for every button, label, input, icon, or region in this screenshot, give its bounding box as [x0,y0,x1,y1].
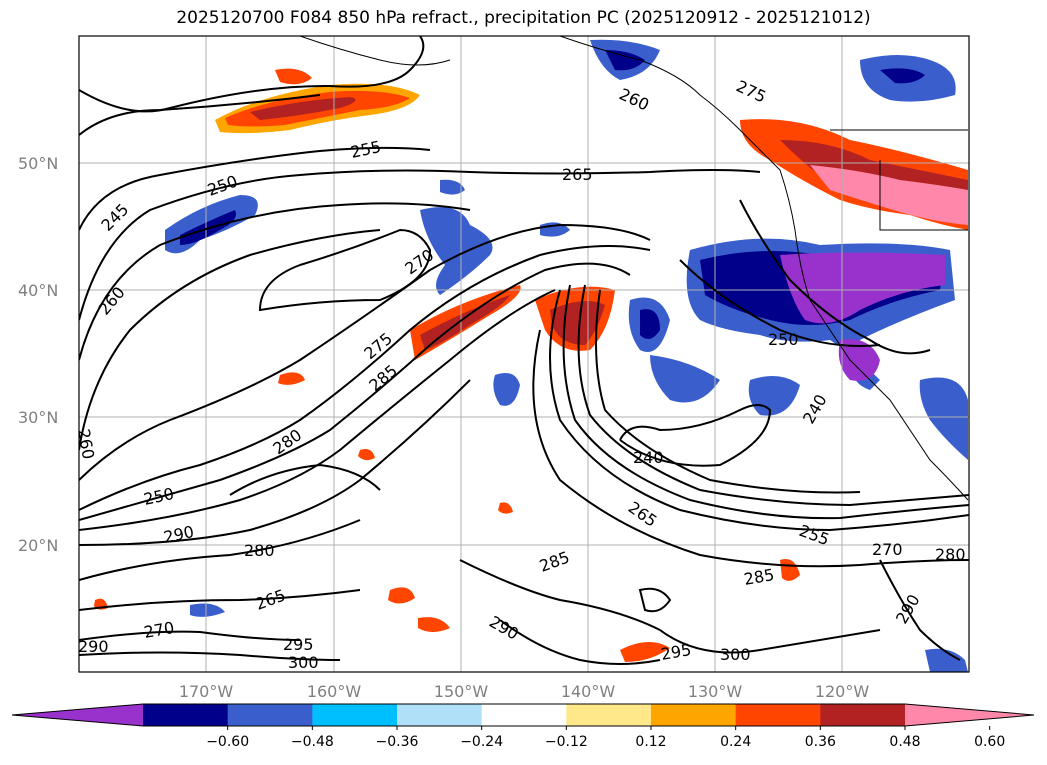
latitude-labels: 50°N 40°N 30°N 20°N [18,154,58,555]
contour-label: 300 [720,645,751,664]
colorbar-outline [11,703,1035,727]
colorbar-tick-label: −0.24 [460,734,503,750]
colorbar-segment [566,704,652,726]
chart-title: 2025120700 F084 850 hPa refract., precip… [176,8,871,28]
positive-anomaly-shading [94,68,968,662]
colorbar-tick-label: 0.48 [889,734,920,750]
map-area [79,36,969,672]
contour-label: 240 [633,448,664,467]
colorbar-segment [143,704,229,726]
longitude-labels: 170°W 160°W 150°W 140°W 130°W 120°W [179,682,870,701]
colorbar-segment [820,704,906,726]
lon-label: 130°W [688,682,743,701]
colorbar-tick-label: 0.60 [974,734,1005,750]
contour-label: 260 [74,427,98,460]
contour-label: 265 [562,165,593,184]
colorbar-tick-label: −0.48 [291,734,334,750]
colorbar-tick-label: 0.12 [635,734,666,750]
colorbar-tick-label: −0.12 [545,734,588,750]
contour-label: 280 [935,545,966,564]
colorbar-segment [227,704,313,726]
colorbar-segment [397,704,483,726]
lon-label: 140°W [561,682,616,701]
colorbar-segment [481,704,567,726]
colorbar-tick-label: 0.24 [720,734,751,750]
colorbar-tick-label: −0.60 [206,734,249,750]
lon-label: 160°W [307,682,362,701]
lat-label: 20°N [18,536,58,555]
lon-label: 150°W [434,682,489,701]
lat-label: 50°N [18,154,58,173]
colorbar-extend-right [905,704,1034,726]
coastline [299,36,969,501]
colorbar-tick-label: 0.36 [805,734,836,750]
colorbar: −0.60 −0.48 −0.36 −0.24 −0.12 0.12 0.24 0.36 0.4… [11,703,1035,750]
refractivity-contours [79,36,969,665]
colorbar-segment [312,704,398,726]
colorbar-segment [735,704,821,726]
lat-label: 40°N [18,281,58,300]
lon-label: 120°W [815,682,870,701]
lat-label: 30°N [18,408,58,427]
contour-label: 250 [768,330,799,349]
colorbar-tick-label: −0.36 [376,734,419,750]
colorbar-segment [651,704,737,726]
contour-label: 300 [288,653,319,672]
contour-label: 270 [872,540,903,559]
contour-label: 290 [78,637,109,656]
colorbar-extend-left [12,704,143,726]
contour-label: 295 [283,635,314,654]
contour-label: 280 [244,541,275,560]
map-frame [78,35,970,673]
lon-label: 170°W [179,682,234,701]
